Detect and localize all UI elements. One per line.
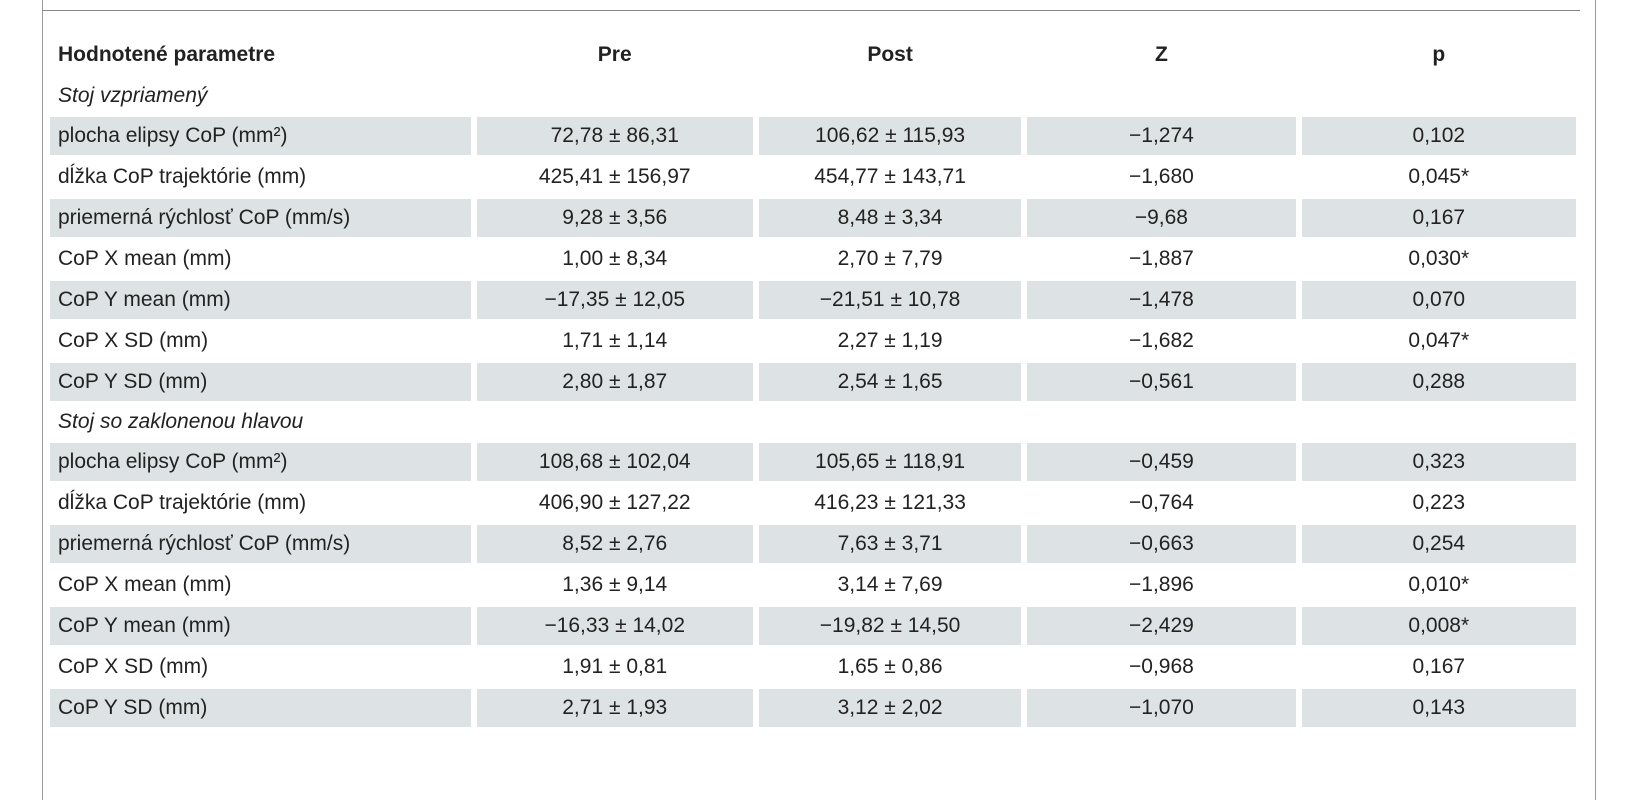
value-cell: −1,274 [1027,117,1296,155]
section-title: Stoj vzpriamený [58,84,208,107]
value-cell: 2,54 ± 1,65 [758,363,1022,401]
value-cell: −1,680 [1129,165,1194,188]
top-rule [42,10,1580,11]
value-cell: −1,682 [1129,329,1194,352]
value-cell: 2,80 ± 1,87 [476,363,753,401]
data-row: CoP X SD (mm) 1,91 ± 0,81 1,65 ± 0,86 −0,96… [50,648,1576,686]
parameter-cell: CoP X SD (mm) [58,329,209,352]
value-cell: 0,143 [1301,689,1576,727]
data-row: CoP Y mean (mm) −17,35 ± 12,05 −21,51 ± 10… [50,281,1576,319]
value-cell: 72,78 ± 86,31 [476,117,753,155]
value-cell: 406,90 ± 127,22 [538,491,691,514]
data-row: CoP X mean (mm) 1,00 ± 8,34 2,70 ± 7,79 −1,… [50,240,1576,278]
value-cell: 2,70 ± 7,79 [837,247,943,270]
parameter-cell: CoP Y SD (mm) [50,689,471,727]
data-row: dĺžka CoP trajektórie (mm) 425,41 ± 156,9… [50,158,1576,196]
value-cell: −0,663 [1027,525,1296,563]
table-body: Stoj vzpriamený plocha elipsy CoP (mm²) 72… [50,78,1576,727]
value-cell: 1,91 ± 0,81 [562,655,668,678]
value-cell: 0,254 [1301,525,1576,563]
value-cell: 105,65 ± 118,91 [758,443,1022,481]
parameter-cell: dĺžka CoP trajektórie (mm) [58,165,307,188]
value-cell: −21,51 ± 10,78 [758,281,1022,319]
value-cell: −0,968 [1129,655,1194,678]
section-row: Stoj vzpriamený [50,78,1576,114]
value-cell: 0,008* [1301,607,1576,645]
value-cell: 1,65 ± 0,86 [837,655,943,678]
value-cell: 106,62 ± 115,93 [758,117,1022,155]
data-row: dĺžka CoP trajektórie (mm) 406,90 ± 127,2… [50,484,1576,522]
value-cell: 0,045* [1408,165,1470,188]
value-cell: 0,323 [1301,443,1576,481]
section-row: Stoj so zaklonenou hlavou [50,404,1576,440]
value-cell: 8,52 ± 2,76 [476,525,753,563]
value-cell: 1,71 ± 1,14 [562,329,668,352]
parameter-cell: CoP Y mean (mm) [50,281,471,319]
value-cell: −2,429 [1027,607,1296,645]
data-row: CoP Y SD (mm) 2,80 ± 1,87 2,54 ± 1,65 −0,56… [50,363,1576,401]
value-cell: 0,167 [1301,199,1576,237]
value-cell: 3,14 ± 7,69 [837,573,943,596]
parameter-cell: CoP X mean (mm) [58,247,232,270]
value-cell: 2,71 ± 1,93 [476,689,753,727]
value-cell: −1,887 [1129,247,1194,270]
value-cell: 0,167 [1412,655,1466,678]
header-cell: Z [1155,43,1168,66]
parameter-cell: CoP Y mean (mm) [50,607,471,645]
data-row: plocha elipsy CoP (mm²) 108,68 ± 102,04 10… [50,443,1576,481]
data-row: CoP Y SD (mm) 2,71 ± 1,93 3,12 ± 2,02 −1,07… [50,689,1576,727]
data-row: priemerná rýchlosť CoP (mm/s) 9,28 ± 3,56… [50,199,1576,237]
value-cell: 0,288 [1301,363,1576,401]
data-row: CoP Y mean (mm) −16,33 ± 14,02 −19,82 ± 14… [50,607,1576,645]
value-cell: 8,48 ± 3,34 [758,199,1022,237]
parameter-cell: priemerná rýchlosť CoP (mm/s) [50,525,471,563]
header-cell: Post [867,43,913,66]
value-cell: 0,030* [1408,247,1470,270]
value-cell: 425,41 ± 156,97 [538,165,691,188]
parameter-cell: CoP Y SD (mm) [50,363,471,401]
value-cell: 1,36 ± 9,14 [562,573,668,596]
data-row: priemerná rýchlosť CoP (mm/s) 8,52 ± 2,76… [50,525,1576,563]
value-cell: −16,33 ± 14,02 [476,607,753,645]
value-cell: −0,561 [1027,363,1296,401]
parameter-cell: dĺžka CoP trajektórie (mm) [58,491,307,514]
value-cell: 416,23 ± 121,33 [814,491,966,514]
frame [42,0,1596,800]
parameter-cell: CoP X mean (mm) [58,573,232,596]
value-cell: −0,764 [1129,491,1194,514]
header-cell: Hodnotené parametre [58,43,276,66]
value-cell: 108,68 ± 102,04 [476,443,753,481]
value-cell: 0,010* [1408,573,1470,596]
value-cell: 0,102 [1301,117,1576,155]
parameter-cell: plocha elipsy CoP (mm²) [50,117,471,155]
header-cell: p [1432,43,1446,66]
parameter-cell: plocha elipsy CoP (mm²) [50,443,471,481]
header-cell: Pre [597,43,632,66]
value-cell: −17,35 ± 12,05 [476,281,753,319]
data-row: CoP X SD (mm) 1,71 ± 1,14 2,27 ± 1,19 −1,68… [50,322,1576,360]
value-cell: 2,27 ± 1,19 [837,329,943,352]
value-cell: 0,223 [1412,491,1466,514]
data-row: CoP X mean (mm) 1,36 ± 9,14 3,14 ± 7,69 −1,… [50,566,1576,604]
value-cell: −1,478 [1027,281,1296,319]
value-cell: −0,459 [1027,443,1296,481]
value-cell: 7,63 ± 3,71 [758,525,1022,563]
value-cell: 9,28 ± 3,56 [476,199,753,237]
parameter-cell: CoP X SD (mm) [58,655,209,678]
section-title: Stoj so zaklonenou hlavou [58,410,304,433]
value-cell: 3,12 ± 2,02 [758,689,1022,727]
data-row: plocha elipsy CoP (mm²) 72,78 ± 86,31 106,… [50,117,1576,155]
value-cell: 1,00 ± 8,34 [562,247,668,270]
value-cell: 0,070 [1301,281,1576,319]
value-cell: 454,77 ± 143,71 [814,165,966,188]
value-cell: −1,896 [1129,573,1194,596]
parameter-cell: priemerná rýchlosť CoP (mm/s) [50,199,471,237]
value-cell: −1,070 [1027,689,1296,727]
value-cell: −19,82 ± 14,50 [758,607,1022,645]
value-cell: 0,047* [1408,329,1470,352]
value-cell: −9,68 [1027,199,1296,237]
